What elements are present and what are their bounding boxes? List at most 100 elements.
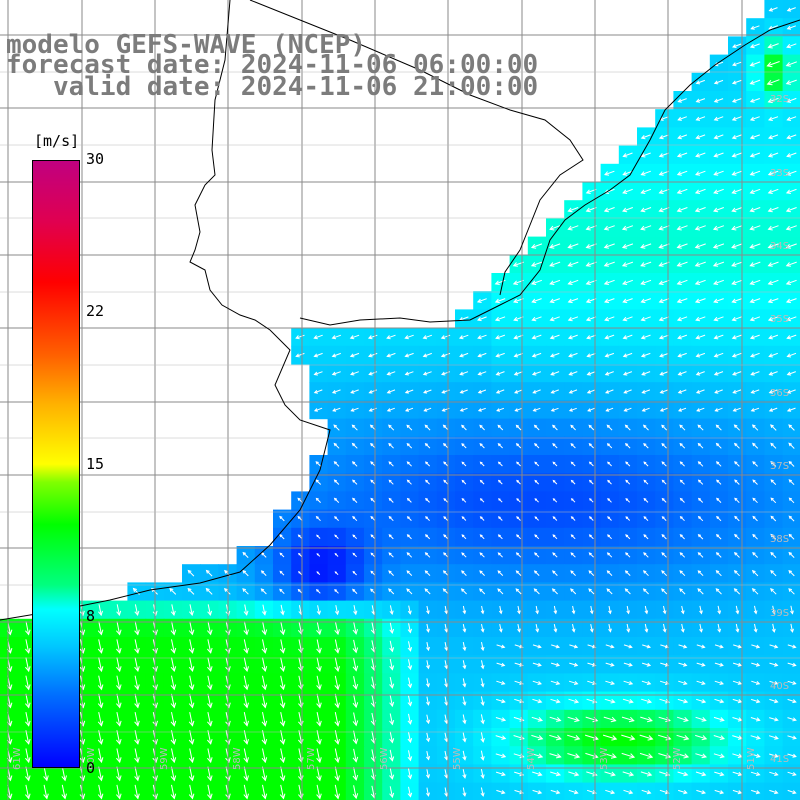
wind-arrow	[770, 534, 777, 540]
wind-arrow	[386, 334, 396, 339]
wind-arrow-head	[461, 443, 465, 447]
wind-arrow	[750, 43, 760, 48]
wind-arrow-head	[622, 280, 628, 285]
wind-arrow	[751, 407, 760, 412]
wind-arrow	[98, 711, 102, 726]
wind-arrow	[187, 570, 195, 577]
wind-arrow-head	[695, 371, 701, 376]
wind-arrow	[25, 748, 30, 763]
wind-arrow	[334, 657, 339, 672]
wind-arrow	[243, 711, 248, 726]
latitude-label: 32S	[770, 94, 789, 105]
wind-arrow-head	[25, 684, 31, 691]
wind-arrow-head	[444, 737, 449, 743]
wind-arrow-head	[604, 371, 610, 376]
wind-arrow-head	[786, 371, 792, 376]
wind-arrow-head	[611, 735, 618, 741]
wind-arrow-head	[549, 280, 555, 285]
wind-arrow-head	[388, 534, 392, 538]
wind-arrow-head	[737, 699, 743, 704]
wind-arrow	[350, 389, 359, 394]
wind-arrow-head	[588, 424, 592, 429]
wind-arrow	[641, 279, 652, 285]
wind-arrow-head	[370, 570, 374, 574]
wind-arrow-head	[567, 225, 573, 231]
wind-arrow-head	[205, 569, 210, 574]
wind-arrow	[754, 605, 757, 614]
wind-arrow	[207, 675, 212, 690]
wind-arrow-head	[610, 790, 616, 795]
wind-arrow	[732, 43, 742, 48]
wind-arrow-head	[316, 647, 322, 654]
wind-arrow-head	[750, 408, 755, 412]
wind-arrow-head	[513, 316, 519, 322]
wind-arrow-head	[774, 771, 779, 776]
wind-arrow-head	[574, 698, 580, 704]
wind-arrow-head	[188, 738, 195, 745]
wind-arrow-head	[279, 666, 286, 673]
wind-arrow	[262, 693, 266, 708]
wind-arrow	[714, 662, 724, 666]
wind-arrow	[568, 771, 579, 776]
wind-arrow-head	[479, 534, 483, 538]
wind-arrow-head	[116, 775, 122, 782]
wind-arrow	[732, 680, 742, 685]
wind-arrow	[625, 588, 631, 595]
wind-arrow	[295, 334, 305, 339]
wind-arrow	[496, 352, 505, 357]
wind-arrow-head	[225, 666, 231, 673]
wind-arrow-head	[97, 684, 104, 691]
latitude-label: 40S	[770, 681, 789, 692]
wind-arrow-head	[207, 610, 213, 617]
wind-arrow	[787, 680, 796, 685]
wind-arrow	[769, 771, 778, 776]
wind-arrow	[134, 693, 139, 708]
wind-arrow	[314, 407, 323, 412]
wind-arrow-head	[443, 552, 447, 556]
wind-arrow-head	[719, 717, 725, 722]
wind-arrow	[641, 188, 652, 194]
wind-arrow-head	[785, 189, 791, 194]
wind-arrow	[678, 98, 687, 103]
wind-arrow-head	[550, 371, 555, 376]
wind-arrow-head	[592, 790, 597, 795]
wind-arrow	[352, 443, 358, 449]
wind-arrow	[262, 621, 266, 635]
wind-arrow	[606, 424, 613, 431]
wind-arrow	[640, 716, 653, 722]
wind-arrow-head	[786, 408, 792, 412]
wind-arrow-head	[441, 408, 446, 412]
wind-arrow-head	[188, 793, 195, 800]
wind-arrow	[333, 443, 340, 449]
wind-arrow-head	[316, 738, 322, 745]
wind-arrow	[663, 623, 666, 632]
wind-arrow	[353, 730, 357, 744]
wind-arrow	[134, 748, 139, 763]
wind-arrow-head	[423, 408, 428, 412]
wind-arrow-head	[331, 353, 337, 358]
wind-arrow	[750, 188, 761, 194]
wind-arrow-head	[424, 442, 429, 447]
wind-arrow-head	[537, 644, 542, 649]
wind-arrow-head	[735, 628, 740, 633]
wind-arrow-head	[225, 610, 231, 616]
wind-arrow	[261, 570, 267, 576]
wind-arrow-head	[734, 461, 738, 465]
wind-arrow-head	[516, 461, 520, 465]
wind-arrow	[171, 784, 175, 799]
wind-arrow	[750, 753, 760, 758]
wind-arrow	[696, 644, 705, 648]
wind-arrow-head	[662, 628, 667, 633]
wind-arrow-head	[788, 533, 793, 538]
wind-arrow	[787, 116, 797, 121]
wind-arrow-head	[352, 793, 359, 800]
wind-arrow	[605, 789, 615, 794]
wind-arrow-head	[477, 335, 482, 340]
wind-arrow-head	[25, 793, 31, 800]
wind-arrow-head	[334, 534, 337, 538]
wind-arrow	[714, 771, 724, 776]
wind-arrow	[788, 515, 795, 522]
wind-arrow-head	[624, 424, 629, 429]
wind-arrow	[480, 732, 484, 742]
wind-arrow	[549, 716, 561, 722]
